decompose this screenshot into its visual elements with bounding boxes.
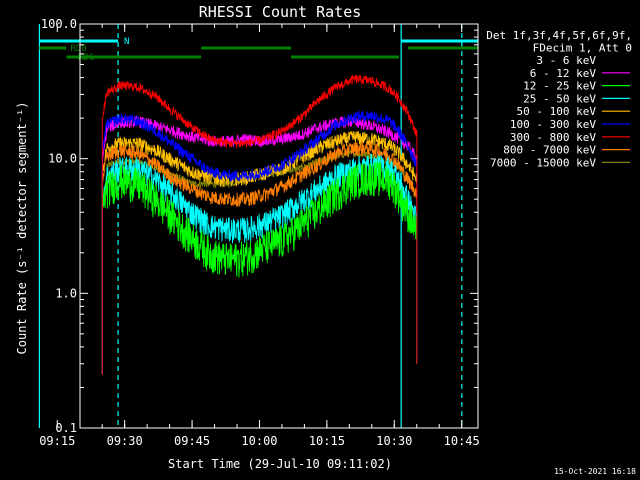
legend-header-line-2: FDecim 1, Att 0 — [533, 42, 632, 55]
y-axis-label: Count Rate (s⁻¹ detector segment⁻¹) — [15, 102, 29, 355]
legend-entry-label-8: 800 - 7000 keV — [503, 144, 596, 157]
plot-frame — [79, 23, 479, 429]
legend-entry-label-7: 300 - 800 keV — [510, 131, 596, 144]
y-tick-label-1: 0.1 — [55, 421, 77, 435]
legend-entry-label-6: 100 - 300 keV — [510, 118, 596, 131]
x-tick-label-6: 10:30 — [376, 434, 412, 448]
chart-title: RHESSI Count Rates — [199, 3, 362, 21]
x-tick-label-1: 09:15 — [39, 434, 75, 448]
series-line-800-7000-kev — [101, 140, 418, 375]
series-line-100-300-kev — [101, 110, 418, 375]
y-tick-label-3: 10.0 — [48, 152, 77, 166]
legend-entry-label-2: 6 - 12 keV — [530, 67, 597, 80]
x-tick-label-5: 10:15 — [309, 434, 345, 448]
x-tick-label-4: 10:00 — [241, 434, 277, 448]
series-line-25-50-kev — [101, 153, 418, 375]
series-line-12-25-kev — [101, 161, 418, 375]
x-tick-label-7: 10:45 — [444, 434, 480, 448]
legend-entry-label-1: 3 - 6 keV — [536, 54, 596, 67]
y-tick-label-2: 1.0 — [55, 286, 77, 300]
y-tick-label-4: 100.0 — [41, 17, 77, 31]
flag-label-rd6: RD6 — [78, 53, 94, 63]
legend-entry-label-5: 50 - 100 keV — [517, 105, 597, 118]
x-tick-label-2: 09:30 — [107, 434, 143, 448]
legend-header-line-1: Det 1f,3f,4f,5f,6f,9f, — [486, 29, 632, 42]
flag-label-rd0: RD0 — [70, 44, 86, 54]
legend: Det 1f,3f,4f,5f,6f,9f,FDecim 1, Att 03 -… — [486, 29, 632, 169]
legend-entry-label-9: 7000 - 15000 keV — [490, 156, 596, 169]
x-tick-label-3: 09:45 — [174, 434, 210, 448]
flag-label-n: N — [124, 37, 129, 47]
timestamp: 15-Oct-2021 16:18 — [554, 467, 636, 476]
legend-entry-label-3: 12 - 25 keV — [523, 80, 596, 93]
series-line-300-800-kev — [101, 74, 418, 375]
legend-entry-label-4: 25 - 50 keV — [523, 92, 596, 105]
x-axis-label: Start Time (29-Jul-10 09:11:02) — [168, 457, 392, 471]
